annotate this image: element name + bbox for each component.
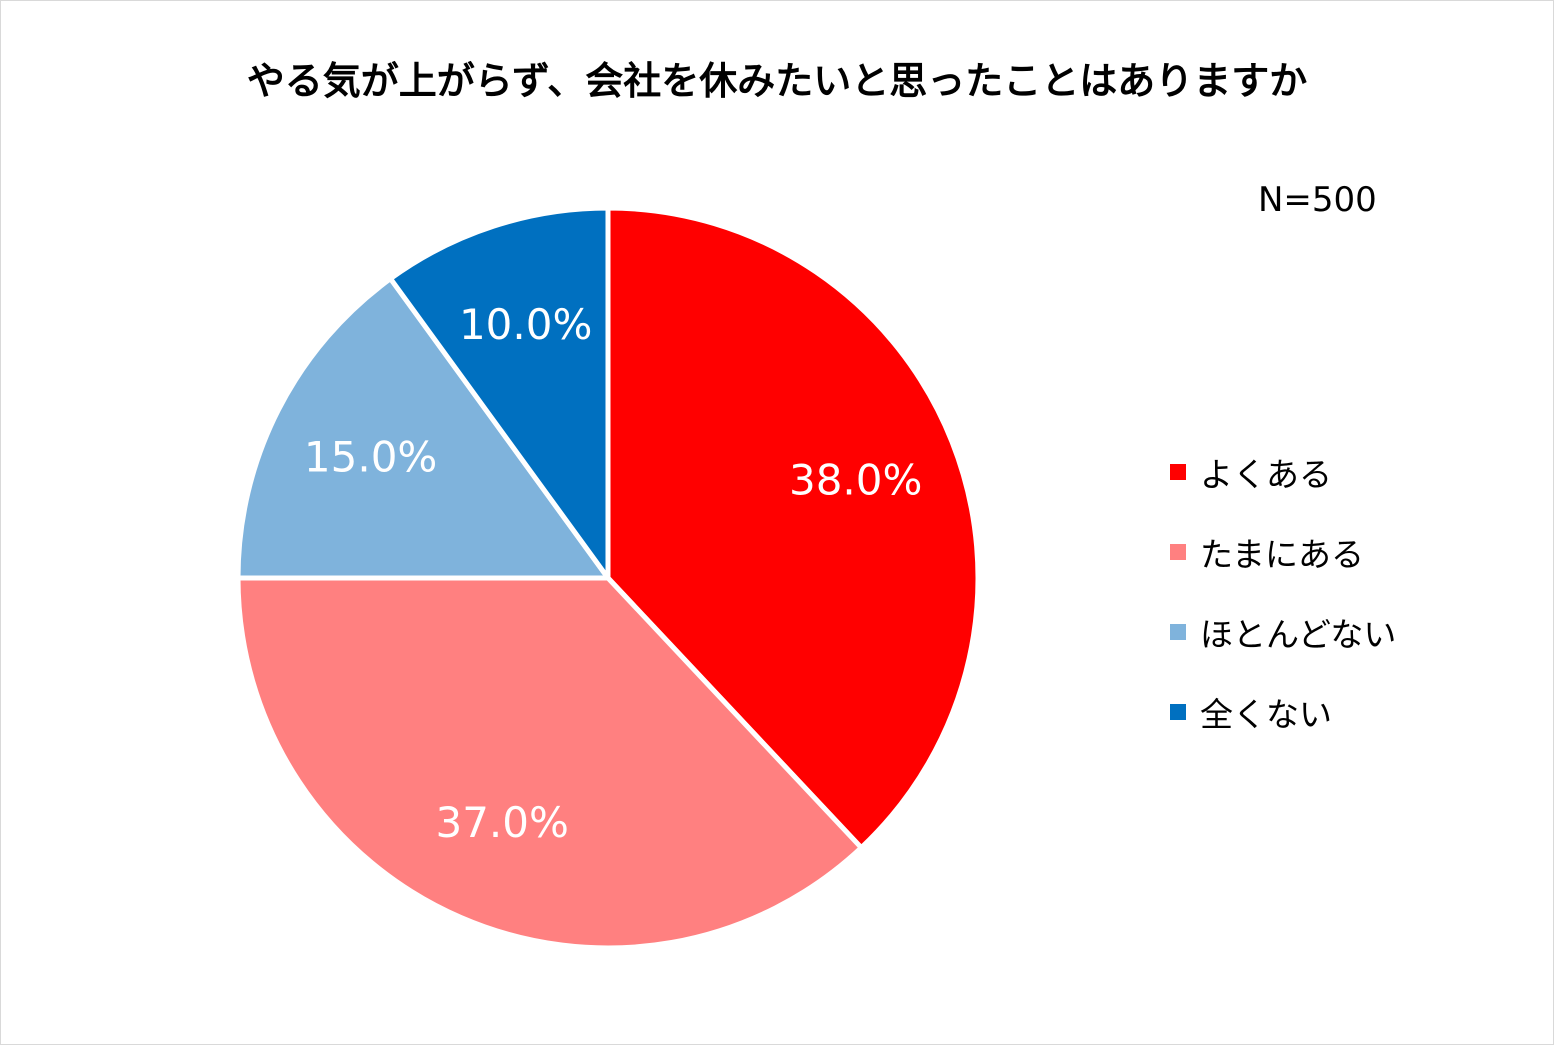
chart-legend: よくあるたまにあるほとんどない 全くない [1170, 452, 1396, 772]
pie-slice-label-3: 10.0% [459, 300, 592, 349]
pie-slice-0 [605, 205, 981, 851]
legend-swatch-0 [1170, 464, 1186, 480]
legend-label-0: よくある [1200, 455, 1332, 494]
sample-size-note: N=500 [1258, 180, 1377, 220]
legend-swatch-2 [1170, 624, 1186, 640]
legend-label-3: 全くない [1200, 695, 1332, 734]
pie-slice-1 [235, 575, 864, 951]
legend-label-1: たまにある [1200, 535, 1365, 574]
pie-slice-2 [235, 276, 611, 581]
pie-slice-label-2: 15.0% [304, 433, 437, 482]
chart-title: やる気が上がらず、会社を休みたいと思ったことはありますか [246, 59, 1308, 103]
legend-label-2: ほとんどない [1200, 615, 1397, 654]
legend-swatch-1 [1170, 544, 1186, 560]
pie-slice-3 [388, 205, 611, 581]
legend-item-3: 全くない [1170, 692, 1396, 734]
legend-item-0: よくある [1170, 452, 1396, 494]
pie-slice-label-0: 38.0% [789, 455, 922, 504]
pie-slice-label-1: 37.0% [435, 798, 568, 847]
legend-item-2: ほとんどない [1170, 612, 1396, 654]
legend-item-1: たまにある [1170, 532, 1396, 574]
legend-swatch-3 [1170, 704, 1186, 720]
